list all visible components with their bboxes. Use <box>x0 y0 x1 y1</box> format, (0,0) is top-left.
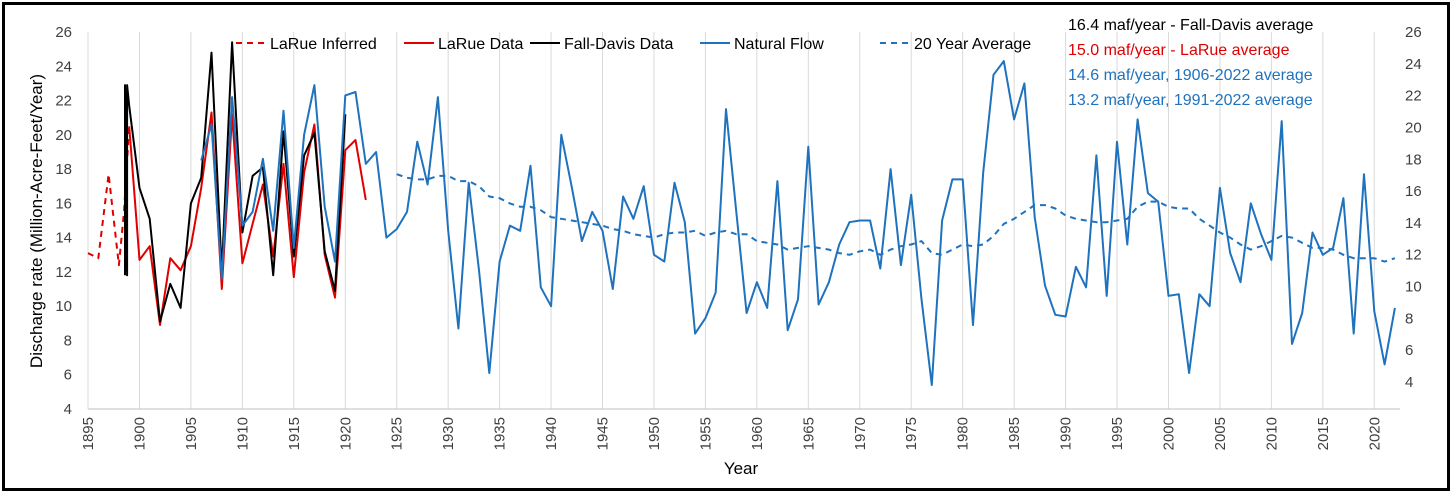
x-tick-label: 1945 <box>595 417 612 450</box>
x-tick-label: 1925 <box>389 417 406 450</box>
y-tick-label: 8 <box>64 332 72 349</box>
y2-tick-label: 22 <box>1405 88 1422 105</box>
y-tick-labels: 4 6 8 10 12 14 16 18 20 22 24 26 <box>55 24 72 418</box>
x-tick-label: 1990 <box>1058 417 1075 450</box>
x-tick-label: 1975 <box>903 417 920 450</box>
y2-tick-label: 18 <box>1405 151 1422 168</box>
y-tick-label: 24 <box>55 58 72 75</box>
y-tick-label: 6 <box>64 367 72 384</box>
y2-tick-labels: 4 6 8 10 12 14 16 18 20 22 24 26 <box>1405 24 1422 391</box>
x-tick-label: 1980 <box>955 417 972 450</box>
x-axis-title: Year <box>724 459 759 478</box>
y-tick-label: 10 <box>55 298 72 315</box>
average-annotation: 15.0 maf/year - LaRue average <box>1068 42 1290 59</box>
series-line-larue-data <box>128 111 367 326</box>
average-annotations: 16.4 maf/year - Fall-Davis average 15.0 m… <box>1068 17 1314 109</box>
x-tick-label: 1920 <box>337 417 354 450</box>
x-tick-label: 1960 <box>749 417 766 450</box>
y-tick-label: 18 <box>55 161 72 178</box>
x-tick-label: 2015 <box>1315 417 1332 450</box>
x-tick-label: 1970 <box>852 417 869 450</box>
x-tick-labels: 1895 1900 1905 1910 1915 1920 1925 1930 1935 1940… <box>80 417 1383 450</box>
y2-tick-label: 10 <box>1405 279 1422 296</box>
chart-frame <box>2 2 1450 491</box>
x-tick-label: 2000 <box>1160 417 1177 450</box>
x-tick-label: 1935 <box>492 417 509 450</box>
legend-label: LaRue Data <box>438 36 523 53</box>
y2-tick-label: 26 <box>1405 24 1422 41</box>
x-tick-label: 1940 <box>543 417 560 450</box>
y-tick-label: 4 <box>64 401 72 418</box>
y2-tick-label: 6 <box>1405 342 1413 359</box>
x-tick-label: 1995 <box>1109 417 1126 450</box>
x-tick-label: 1900 <box>131 417 148 450</box>
x-tick-label: 1955 <box>697 417 714 450</box>
legend-label: Natural Flow <box>734 36 824 53</box>
series-line-larue-inferred <box>87 126 131 267</box>
x-tick-label: 1950 <box>646 417 663 450</box>
average-annotation: 16.4 maf/year - Fall-Davis average <box>1068 17 1314 34</box>
y2-tick-label: 12 <box>1405 247 1422 264</box>
series-lines <box>87 41 1396 386</box>
y2-tick-label: 20 <box>1405 119 1422 136</box>
y2-tick-label: 24 <box>1405 56 1422 73</box>
y-tick-label: 22 <box>55 93 72 110</box>
y2-tick-label: 4 <box>1405 374 1413 391</box>
x-tick-label: 1965 <box>800 417 817 450</box>
y2-tick-label: 14 <box>1405 215 1422 232</box>
average-annotation: 14.6 maf/year, 1906-2022 average <box>1068 67 1313 84</box>
series-line-20-year-average <box>396 173 1396 263</box>
series-line-natural-flow <box>200 60 1396 386</box>
y2-tick-label: 16 <box>1405 183 1422 200</box>
x-tick-label: 2005 <box>1212 417 1229 450</box>
x-tick-label: 1985 <box>1006 417 1023 450</box>
y-axis-title: Discharge rate (Million-Acre-Feet/Year) <box>27 74 46 368</box>
x-tick-label: 1910 <box>234 417 251 450</box>
x-tick-label: 2020 <box>1366 417 1383 450</box>
legend-label: 20 Year Average <box>914 36 1031 53</box>
y-tick-label: 14 <box>55 230 72 247</box>
x-tick-label: 1895 <box>80 417 97 450</box>
y-tick-label: 20 <box>55 127 72 144</box>
legend: LaRue Inferred LaRue Data Fall-Davis Data N… <box>236 36 1031 53</box>
y-tick-label: 16 <box>55 195 72 212</box>
x-tick-label: 1905 <box>183 417 200 450</box>
average-annotation: 13.2 maf/year, 1991-2022 average <box>1068 92 1313 109</box>
x-tick-label: 1930 <box>440 417 457 450</box>
legend-label: LaRue Inferred <box>270 36 377 53</box>
y-tick-label: 26 <box>55 24 72 41</box>
series-line-fall-davis-data <box>124 41 347 323</box>
legend-label: Fall-Davis Data <box>564 36 673 53</box>
gridlines <box>87 32 1375 409</box>
x-tick-label: 2010 <box>1263 417 1280 450</box>
x-tick-label: 1915 <box>286 417 303 450</box>
y-tick-label: 12 <box>55 264 72 281</box>
y2-tick-label: 8 <box>1405 310 1413 327</box>
